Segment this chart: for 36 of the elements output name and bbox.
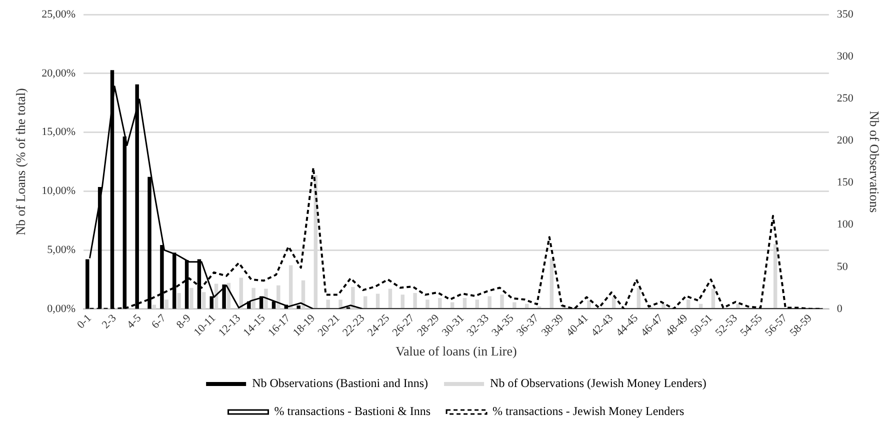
- y-tick-label: 5,00%: [47, 244, 76, 256]
- y2-tick-label: 0: [836, 302, 843, 315]
- bar: [413, 292, 417, 309]
- x-tick-label: 6-7: [150, 312, 169, 332]
- legend-label: % transactions - Jewish Money Lenders: [492, 404, 684, 418]
- legend-label: Nb of Observations (Jewish Money Lenders): [490, 376, 706, 390]
- y-tick-label: 20,00%: [42, 67, 76, 80]
- y2-tick-label: 100: [836, 218, 854, 231]
- bar: [388, 288, 392, 309]
- bar: [438, 298, 442, 309]
- bar: [488, 296, 492, 309]
- bar: [711, 288, 716, 309]
- y2-tick-label: 300: [836, 50, 854, 63]
- bar: [326, 300, 330, 309]
- x-tick-label: 0-1: [75, 312, 94, 332]
- legend-label: % transactions - Bastioni & Inns: [274, 404, 431, 418]
- y2-tick-label: 350: [836, 8, 854, 20]
- y-axis-title: Nb of Loans (% of the total): [13, 88, 28, 236]
- x-tick-label: 4-5: [124, 312, 144, 332]
- bar: [512, 302, 516, 309]
- y-tick-label: 10,00%: [42, 185, 76, 198]
- y2-tick-label: 150: [836, 176, 854, 189]
- y-tick-label: 0,00%: [47, 302, 76, 315]
- y-tick-label: 25,00%: [42, 8, 76, 20]
- legend-label: Nb Observations (Bastioni and Inns): [252, 376, 428, 390]
- bar: [550, 258, 554, 309]
- y2-tick-label: 250: [836, 92, 854, 105]
- bar: [426, 300, 430, 309]
- x-tick-label: 8-9: [174, 312, 194, 332]
- y2-tick-label: 200: [836, 134, 854, 147]
- x-axis-title: Value of loans (in Lire): [396, 344, 517, 359]
- y2-axis-title: Nb of Observations: [866, 110, 882, 213]
- y2-tick-label: 50: [836, 260, 848, 273]
- y-tick-label: 15,00%: [42, 126, 76, 138]
- bar: [500, 294, 504, 309]
- x-tick-label: 2-3: [100, 312, 120, 332]
